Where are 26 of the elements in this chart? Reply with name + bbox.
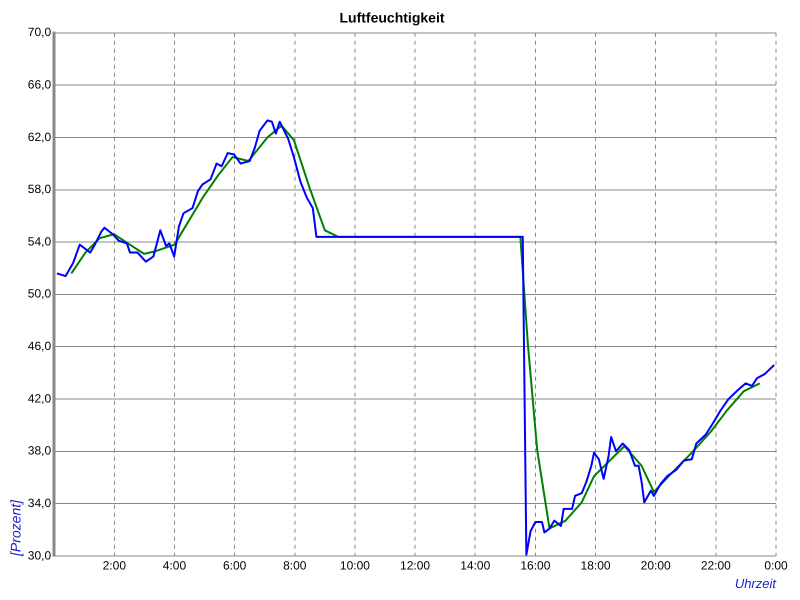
x-tick-label: 0:00 [764,558,788,573]
x-tick-label: 12:00 [400,558,430,573]
y-tick-label: 58,0 [28,182,52,196]
y-tick-label: 38,0 [28,444,52,458]
y-tick-label: 62,0 [28,130,52,144]
x-tick-label: 16:00 [520,558,551,573]
y-tick-label: 30,0 [28,548,52,562]
x-axis-title: Uhrzeit [734,576,778,591]
y-tick-label: 70,0 [28,25,52,40]
y-tick-label: 50,0 [28,286,52,301]
y-tick-label: 42,0 [28,391,52,406]
x-tick-label: 20:00 [640,558,672,573]
x-tick-label: 2:00 [102,558,126,573]
y-tick-label: 66,0 [28,77,52,92]
y-tick-label: 34,0 [28,496,52,510]
x-tick-label: 22:00 [700,558,732,573]
x-tick-label: 14:00 [460,558,491,573]
x-tick-label: 10:00 [340,558,370,573]
chart-title: Luftfeuchtigkeit [340,9,445,26]
x-tick-label: 18:00 [580,558,611,573]
y-tick-label: 54,0 [28,234,52,248]
y-tick-label: 46,0 [28,339,52,354]
x-tick-label: 4:00 [162,558,186,573]
y-axis-title: [Prozent] [7,498,24,557]
x-tick-label: 6:00 [222,558,247,573]
x-tick-label: 8:00 [283,558,307,573]
